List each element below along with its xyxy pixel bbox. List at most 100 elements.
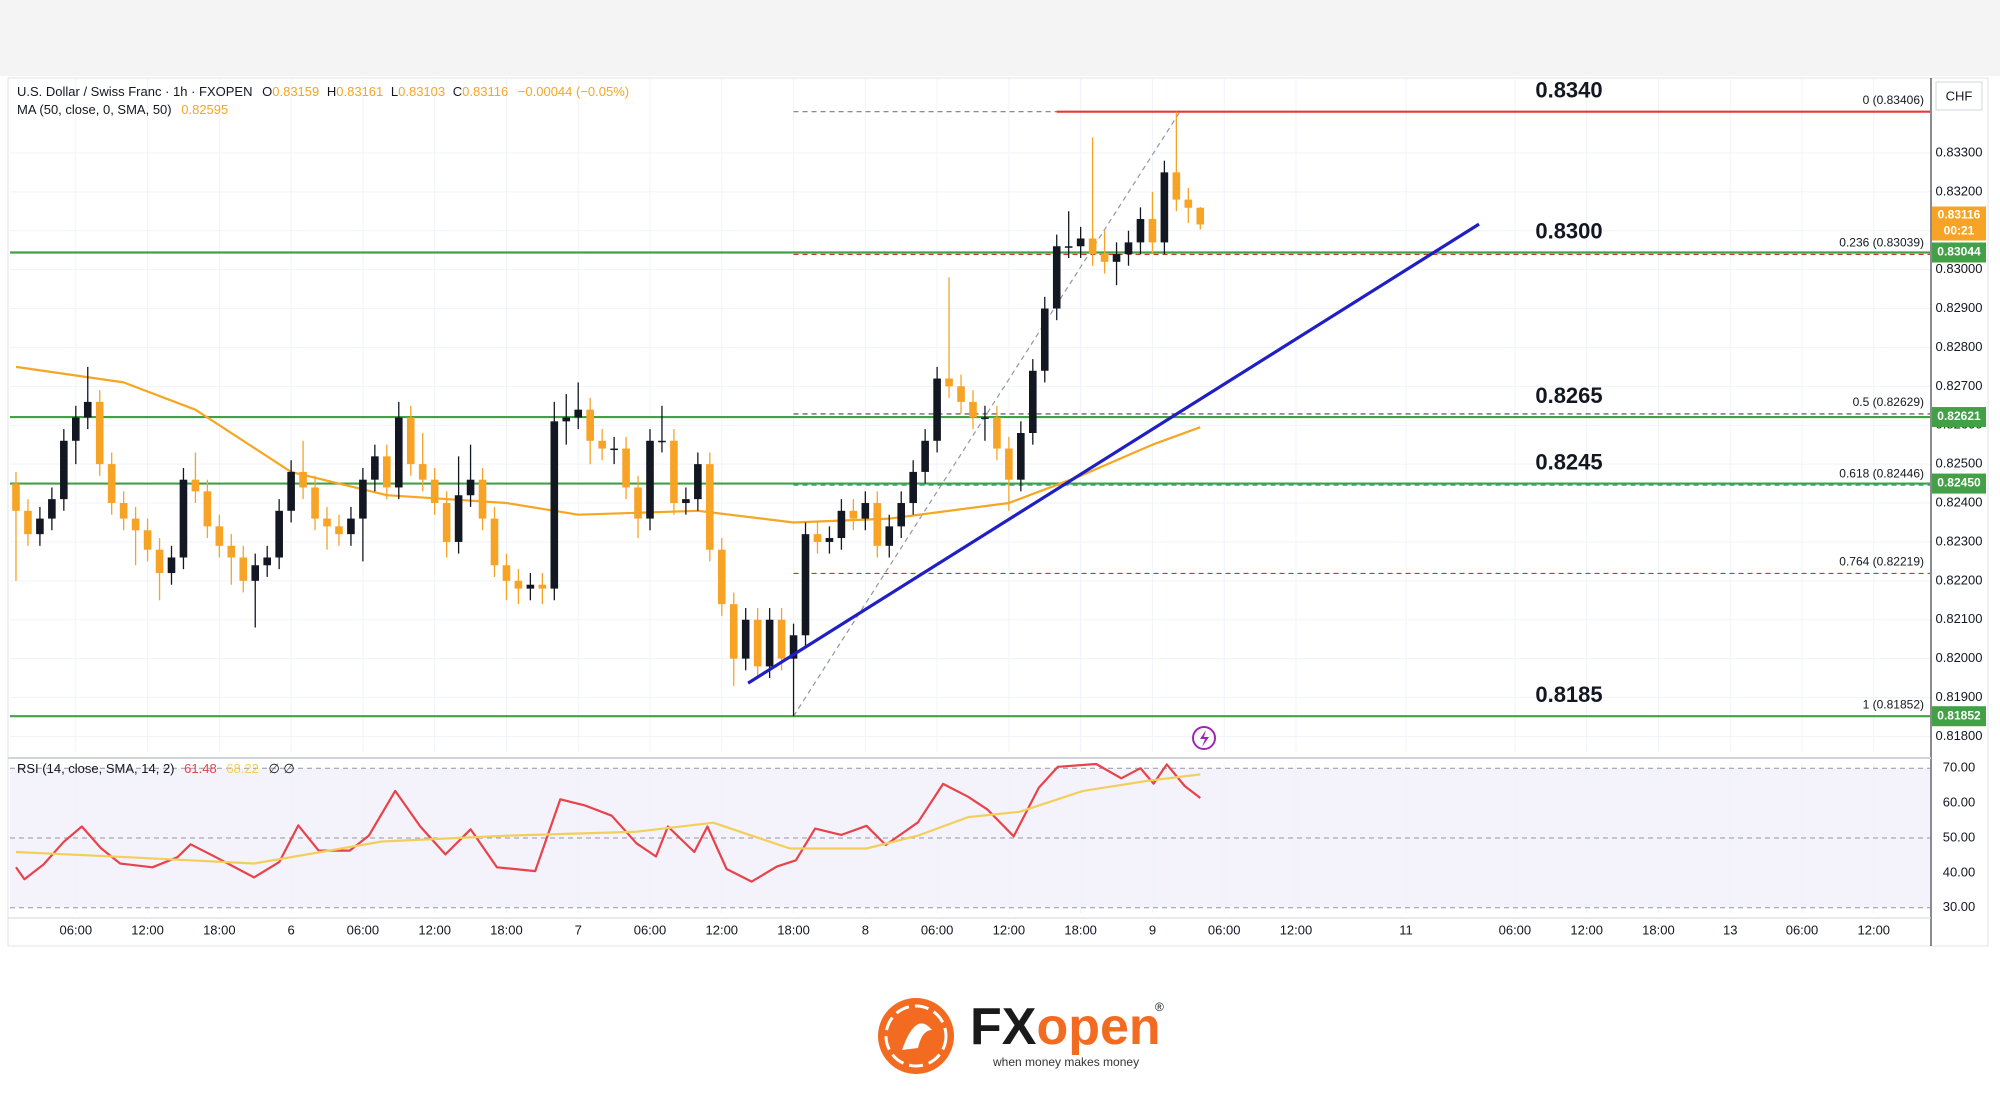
candle-body (945, 378, 953, 387)
ma-name: MA (50, close, 0, SMA, 50) (17, 102, 172, 117)
logo-fx: FX (970, 998, 1037, 1056)
candle-body (275, 510, 283, 558)
candle-body (1088, 238, 1097, 255)
x-tick-label: 06:00 (60, 922, 93, 937)
logo-swirl (884, 1004, 948, 1068)
candle-body (610, 448, 618, 451)
candle-body (789, 635, 798, 659)
candle-body (406, 417, 415, 465)
candle-body (849, 510, 858, 519)
ohlc-value: 0.83103 (398, 84, 445, 99)
rsi-header: RSI (14, close, SMA, 14, 2) 61.48 68.22 … (17, 761, 295, 776)
x-tick-label: 7 (575, 922, 582, 937)
candle-body (1112, 254, 1121, 262)
x-tick-label: 06:00 (921, 922, 954, 937)
x-tick-label: 06:00 (1786, 922, 1819, 937)
candle-body (155, 549, 164, 574)
candle-body (454, 495, 463, 542)
candle-body (777, 619, 786, 659)
candle-body (1100, 254, 1109, 262)
x-tick-label: 8 (862, 922, 869, 937)
y-tick-label: 0.83000 (1936, 261, 1983, 276)
rsi-ma-value: 68.22 (226, 761, 259, 776)
candle-body (24, 510, 32, 535)
candle-body (119, 503, 128, 519)
ohlc-key: L (391, 84, 398, 99)
candle-body (167, 557, 176, 574)
x-tick-label: 12:00 (1570, 922, 1603, 937)
event-icon[interactable] (1192, 726, 1216, 750)
candle-body (1005, 448, 1013, 480)
candle-body (1136, 219, 1145, 243)
currency: CHF (1946, 88, 1973, 103)
ohlc-value: 0.83159 (272, 84, 319, 99)
candle-body (526, 584, 535, 589)
candle-body (969, 401, 977, 418)
candle-body (143, 530, 152, 550)
candle-body (861, 503, 870, 519)
x-tick-label: 9 (1149, 922, 1156, 937)
price-tag (1932, 407, 1986, 428)
candle-body (430, 479, 439, 504)
rsi-flags: ∅ ∅ (268, 761, 294, 776)
rsi-tick-label: 50.00 (1943, 829, 1976, 844)
y-tick-label: 0.83200 (1936, 183, 1983, 198)
candle-body (957, 386, 965, 402)
ohlc-key: H (327, 84, 336, 99)
candle-body (179, 479, 188, 558)
candle-body (813, 534, 822, 542)
candle-body (311, 487, 319, 519)
trendline (747, 222, 1480, 685)
x-tick-label: 18:00 (777, 922, 810, 937)
candle-body (753, 619, 762, 667)
candle-body (514, 580, 523, 589)
candle-body (502, 565, 511, 581)
fib-label: 0.236 (0.83039) (1839, 236, 1924, 250)
logo-open: open (1036, 998, 1160, 1056)
candle-body (598, 440, 606, 449)
x-tick-label: 11 (1399, 922, 1413, 937)
countdown-label: 00:21 (1944, 224, 1975, 238)
fib-label: 0.764 (0.82219) (1839, 555, 1924, 569)
y-tick-label: 0.82300 (1936, 533, 1983, 548)
candle-body (1040, 308, 1049, 371)
y-tick-label: 0.82200 (1936, 572, 1983, 587)
ohlc-key: C (453, 84, 462, 99)
candle-body (765, 619, 774, 667)
candle-body (239, 557, 248, 581)
candle-body (921, 440, 929, 472)
y-tick-label: 0.82900 (1936, 300, 1983, 315)
change: −0.00044 (−0.05%) (518, 84, 629, 99)
y-tick-label: 0.82400 (1936, 494, 1983, 509)
candle-body (466, 479, 475, 496)
y-tick-label: 0.81900 (1936, 689, 1983, 704)
x-tick-label: 06:00 (347, 922, 380, 937)
x-tick-label: 12:00 (993, 922, 1026, 937)
chart-header: U.S. Dollar / Swiss Franc · 1h · FXOPEN … (17, 84, 629, 99)
candle-body (48, 499, 56, 519)
candle-body (837, 510, 846, 539)
candle-body (359, 479, 367, 519)
candle-body (586, 409, 594, 441)
plot-layer: 06:00 12:00 18:00 6 06:00 12:00 18:00 7 06:00 12:… (10, 77, 1986, 937)
candle-body (706, 464, 714, 550)
candle-body (1076, 238, 1085, 247)
candle-body (646, 440, 654, 519)
x-tick-label: 13 (1723, 922, 1737, 937)
candle-body (873, 503, 882, 546)
candle-body (323, 518, 331, 527)
candle-body (394, 417, 403, 488)
x-tick-label: 12:00 (1280, 922, 1313, 937)
ohlc-value: 0.83161 (336, 84, 383, 99)
price-tag-label: 0.83044 (1937, 245, 1981, 259)
x-tick-label: 6 (288, 922, 295, 937)
x-tick-label: 06:00 (1208, 922, 1241, 937)
candle-body (717, 549, 726, 605)
y-tick-label: 0.83300 (1936, 144, 1983, 159)
candle-body (1160, 172, 1169, 243)
candle-body (1172, 172, 1181, 200)
candle-body (131, 518, 140, 531)
candle-body (347, 518, 355, 535)
candle-body (263, 557, 271, 566)
rsi-line (15, 762, 1201, 883)
